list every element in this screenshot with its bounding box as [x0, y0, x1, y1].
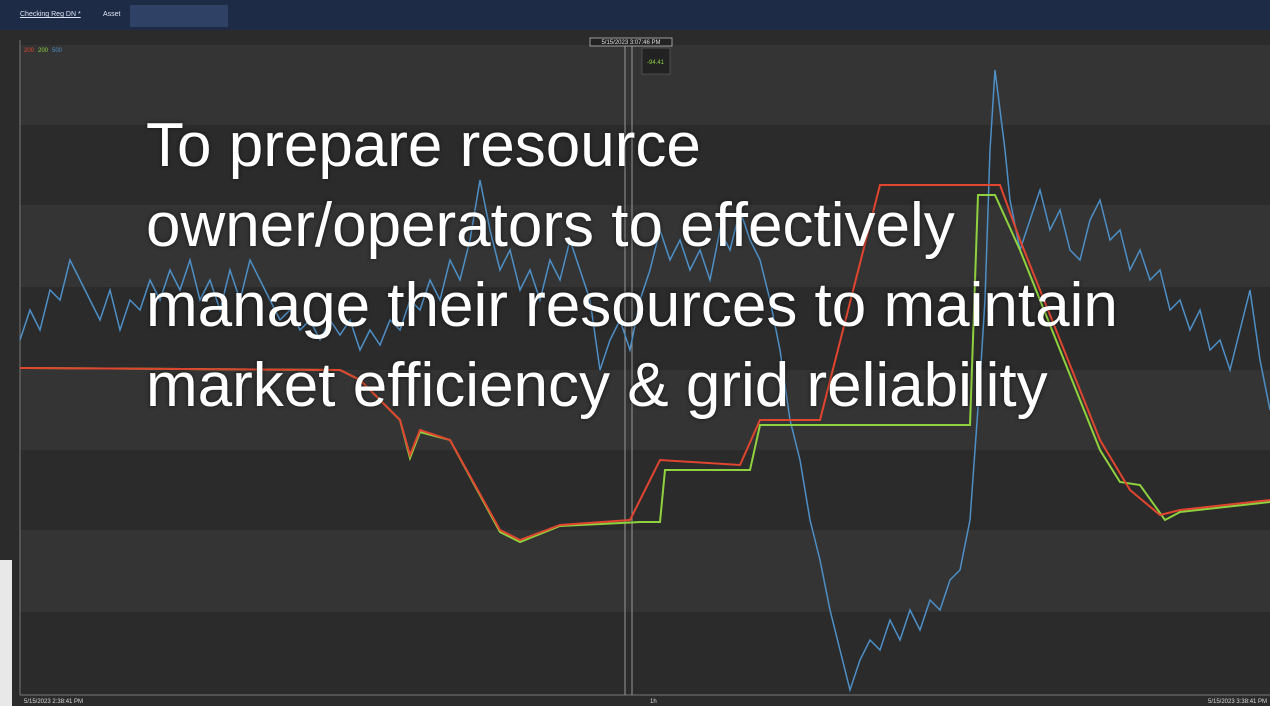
edge [0, 560, 12, 706]
cursor-value: -94.41 [647, 60, 665, 66]
x-end-label: 5/15/2023 3:38:41 PM [1208, 699, 1267, 705]
legend-green: 200 [38, 48, 49, 54]
asset-label: Asset [103, 11, 121, 18]
cursor-value-box [641, 47, 671, 75]
legend-blue: 500 [52, 48, 63, 54]
red-trace [19, 184, 1270, 542]
band [20, 530, 1270, 612]
tab[interactable]: Checking Reg DN * [20, 11, 81, 18]
top-bar: Checking Reg DN * Asset [0, 0, 1270, 30]
overlay-text: To prepare resource owner/operators to e… [146, 111, 1118, 420]
cursor-time-box [589, 37, 673, 47]
cursor-time: 5/15/2023 3:07:46 PM [601, 40, 660, 46]
asset-field[interactable] [130, 5, 228, 27]
x-start-label: 5/15/2023 2:38:41 PM [24, 699, 83, 705]
band [20, 370, 1270, 450]
legend-red: 200 [24, 48, 35, 54]
blue-trace [19, 69, 1270, 693]
x-mid-label: 1h [650, 699, 657, 705]
green-trace [19, 194, 1270, 544]
